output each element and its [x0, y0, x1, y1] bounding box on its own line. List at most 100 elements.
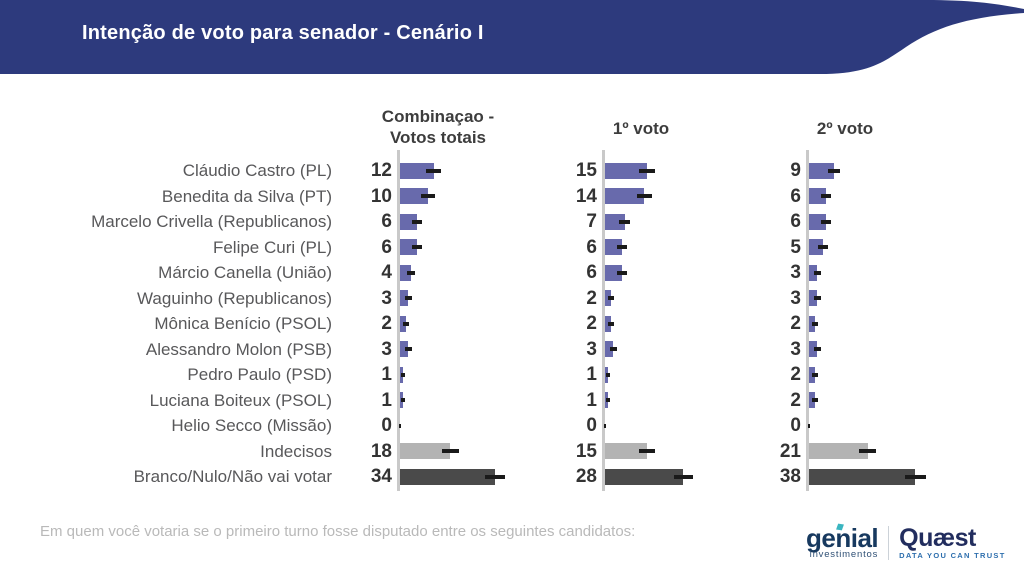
candidate-label: Indecisos: [260, 441, 332, 461]
error-bar: [813, 296, 822, 301]
value-label: 2: [586, 313, 597, 334]
error-bar: [421, 194, 435, 199]
quaest-logo: Quæst DATA YOU CAN TRUST: [899, 526, 1005, 561]
error-bar: [411, 245, 422, 250]
axis-line-2: [806, 150, 809, 491]
value-label: 6: [790, 211, 801, 232]
value-label: 3: [381, 338, 392, 360]
error-bar: [619, 219, 630, 224]
candidate-label: Mônica Benício (PSOL): [154, 314, 332, 333]
bar: [605, 188, 645, 205]
bar: [400, 443, 451, 460]
bar: [605, 162, 647, 179]
bar: [809, 443, 868, 460]
bar: [809, 264, 818, 281]
bar: [809, 162, 835, 179]
error-bar: [609, 347, 618, 352]
error-bar: [398, 423, 402, 428]
error-bar: [442, 449, 459, 454]
value-label: 3: [790, 262, 801, 283]
value-label: 28: [575, 466, 597, 487]
bar: [400, 188, 428, 205]
candidate-label: Márcio Canella (União): [158, 263, 332, 282]
error-bar: [811, 398, 818, 403]
column-header-segundo-voto: 2º voto: [816, 119, 874, 138]
value-label: 18: [370, 440, 392, 462]
error-bar: [616, 245, 627, 250]
error-bar: [811, 321, 818, 326]
error-bar: [820, 194, 831, 199]
error-bar: [904, 474, 927, 479]
bar: [400, 213, 417, 230]
value-label: 1: [381, 389, 392, 411]
error-bar: [636, 194, 652, 199]
header-banner: [0, 0, 1024, 74]
bar: [605, 213, 625, 230]
bar: [400, 239, 417, 256]
error-bar: [404, 347, 413, 352]
candidate-label: Branco/Nulo/Não vai votar: [133, 467, 332, 486]
error-bar: [813, 270, 822, 275]
genial-logo-subtitle: investimentos: [809, 549, 879, 560]
error-bar: [813, 347, 822, 352]
error-bar: [400, 372, 406, 377]
logo-divider: [888, 526, 890, 560]
value-label: 1: [586, 364, 597, 385]
error-bar: [411, 219, 422, 224]
error-bar: [485, 474, 506, 479]
candidate-label: Alessandro Molon (PSB): [145, 339, 332, 359]
value-label: 6: [790, 185, 801, 207]
candidate-label: Pedro Paulo (PSD): [187, 365, 332, 384]
value-label: 6: [381, 236, 392, 258]
value-label: 10: [370, 185, 392, 207]
error-bar: [818, 245, 828, 250]
axis-line-0: [397, 150, 400, 491]
error-bar: [402, 321, 409, 326]
genial-logo: genial investimentos: [806, 523, 879, 560]
error-bar: [859, 449, 877, 454]
genial-logo-name: genial: [806, 523, 879, 553]
error-bar: [811, 372, 818, 377]
value-label: 0: [381, 415, 392, 436]
column-header-primeiro-voto: 1º voto: [612, 119, 670, 138]
value-label: 1: [381, 364, 392, 385]
value-label: 3: [790, 338, 801, 360]
bar: [809, 213, 826, 230]
column-header-combinacao: Combinaçao - Votos totais: [381, 107, 495, 147]
candidate-label: Cláudio Castro (PL): [182, 161, 332, 180]
value-label: 9: [790, 160, 801, 181]
value-label: 2: [586, 287, 597, 309]
error-bar: [674, 474, 693, 479]
bar: [605, 468, 684, 485]
candidate-label: Helio Secco (Missão): [171, 416, 332, 435]
candidate-label: Waguinho (Republicanos): [137, 288, 332, 308]
error-bar: [807, 423, 811, 428]
value-label: 2: [381, 313, 392, 334]
value-label: 7: [586, 211, 597, 232]
error-bar: [404, 296, 413, 301]
bar: [400, 341, 409, 358]
value-label: 2: [790, 389, 801, 411]
value-label: 3: [790, 287, 801, 309]
error-bar: [407, 270, 416, 275]
bar: [809, 239, 823, 256]
error-bar: [820, 219, 831, 224]
bar: [605, 264, 622, 281]
error-bar: [607, 321, 614, 326]
candidate-label: Luciana Boiteux (PSOL): [149, 390, 332, 410]
error-bar: [607, 296, 614, 301]
axis-line-1: [602, 150, 605, 491]
error-bar: [400, 398, 406, 403]
bar: [400, 468, 496, 485]
value-label: 14: [575, 185, 597, 207]
value-label: 0: [790, 415, 801, 436]
value-label: 5: [790, 236, 801, 258]
value-label: 6: [586, 236, 597, 258]
bar: [605, 341, 614, 358]
value-label: 34: [370, 466, 392, 487]
value-label: 3: [586, 338, 597, 360]
bar: [809, 341, 818, 358]
value-label: 38: [779, 466, 801, 487]
value-label: 21: [779, 440, 801, 462]
